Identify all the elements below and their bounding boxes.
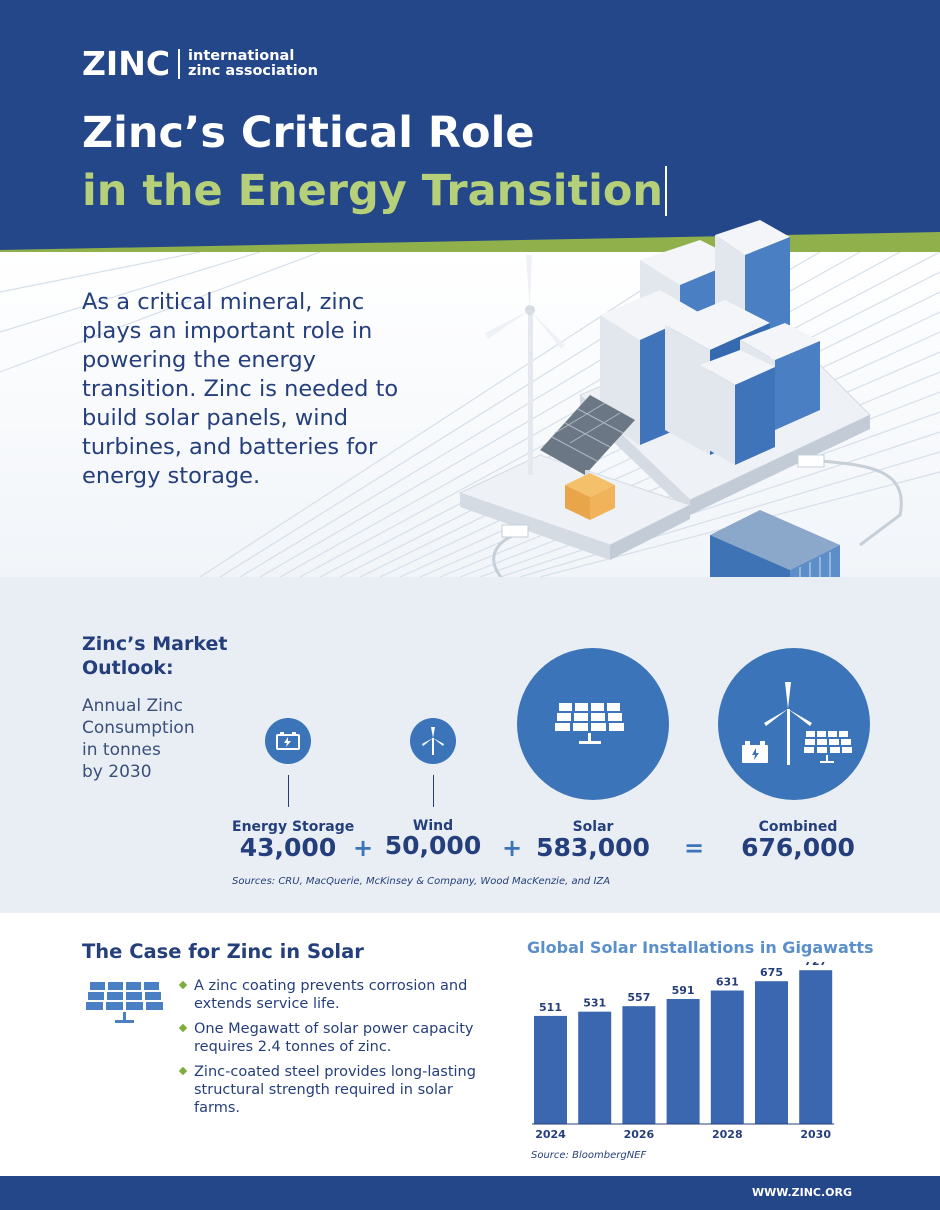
- list-item: A zinc coating prevents corrosion and ex…: [178, 977, 480, 1013]
- solar-value: 583,000: [536, 833, 650, 862]
- bullet-text: Zinc-coated steel provides long-lasting …: [194, 1064, 476, 1116]
- bar-2024: [534, 1015, 567, 1124]
- intro-paragraph: As a critical mineral, zinc plays an imp…: [82, 289, 399, 489]
- market-outlook-title-line1: Zinc’s Market: [82, 633, 228, 655]
- bar-2030: [799, 970, 833, 1124]
- x-tick-label: 2028: [712, 1128, 743, 1141]
- subtitle-line1: Annual Zinc: [82, 696, 183, 716]
- wind-label: Wind: [412, 818, 454, 834]
- subtitle-line3: in tonnes: [82, 740, 161, 760]
- market-outlook-title: Zinc’s Market Outlook:: [82, 632, 227, 680]
- page-title-line1: Zinc’s Critical Role: [82, 108, 535, 158]
- combined-value: 676,000: [741, 833, 855, 862]
- solar-panel-small-icon: [86, 982, 163, 1023]
- energy-city-illustration: [458, 220, 903, 656]
- logo-divider: [178, 48, 181, 79]
- energy-storage-label: Energy Storage: [232, 819, 355, 835]
- energy-storage-stem: [288, 775, 289, 807]
- footer-website-link[interactable]: WWW.ZINC.ORG: [751, 1186, 852, 1199]
- logo-wordmark: ZINC: [82, 44, 171, 83]
- x-tick-label: 2024: [535, 1128, 566, 1141]
- bullet-text: One Megawatt of solar power capacity req…: [194, 1021, 474, 1055]
- x-tick-label: 2030: [800, 1128, 831, 1141]
- bar-2027: [666, 998, 700, 1124]
- bar-value-label: 531: [583, 997, 606, 1010]
- page-title-line2: in the Energy Transition: [82, 166, 667, 216]
- bar-2026: [622, 1006, 656, 1124]
- bar-value-label: 727: [804, 962, 827, 968]
- plus-sign-2: +: [502, 834, 523, 862]
- bullet-diamond-icon: [178, 1023, 188, 1033]
- case-title: The Case for Zinc in Solar: [82, 940, 364, 963]
- footer-band: WWW.ZINC.ORG: [0, 1176, 940, 1210]
- bar-value-label: 675: [760, 966, 783, 979]
- header-band: [0, 0, 940, 270]
- chart-source: Source: BloombergNEF: [531, 1150, 647, 1161]
- outlook-sources: Sources: CRU, MacQuerie, McKinsey & Comp…: [232, 876, 611, 887]
- plus-sign-1: +: [353, 834, 374, 862]
- bar-value-label: 557: [627, 991, 650, 1004]
- market-outlook-title-line2: Outlook:: [82, 657, 174, 679]
- wind-turbine-icon: [410, 718, 456, 764]
- bar-value-label: 511: [539, 1001, 562, 1014]
- bar-2028: [710, 990, 744, 1124]
- wind-value: 50,000: [384, 831, 482, 860]
- bar-value-label: 591: [672, 984, 695, 997]
- subtitle-line4: by 2030: [82, 762, 152, 782]
- chart-title: Global Solar Installations in Gigawatts: [527, 938, 874, 957]
- battery-icon: [265, 718, 311, 764]
- zinc-logo[interactable]: ZINC international zinc association: [82, 44, 318, 83]
- solar-panel-icon: [517, 648, 669, 800]
- solar-installations-chart: 511 2024 531 557 2026 591 631 2028 675 727 2030: [532, 962, 835, 1141]
- bullet-diamond-icon: [178, 1066, 188, 1076]
- wind-stem: [433, 775, 434, 807]
- bullet-text: A zinc coating prevents corrosion and ex…: [194, 978, 468, 1012]
- case-bullet-list: A zinc coating prevents corrosion and ex…: [178, 977, 480, 1124]
- energy-storage-value: 43,000: [239, 833, 337, 862]
- subtitle-line2: Consumption: [82, 718, 195, 738]
- logo-sub-line2: zinc association: [188, 62, 318, 79]
- market-outlook-subtitle: Annual Zinc Consumption in tonnes by 203…: [82, 695, 195, 783]
- list-item: One Megawatt of solar power capacity req…: [178, 1020, 480, 1056]
- bar-2029: [755, 981, 788, 1124]
- x-tick-label: 2026: [624, 1128, 655, 1141]
- bullet-diamond-icon: [178, 980, 188, 990]
- combined-energy-icon: [718, 648, 870, 800]
- solar-label: Solar: [572, 819, 614, 835]
- logo-sub-line1: international: [188, 47, 295, 64]
- bar-2025: [578, 1011, 612, 1124]
- combined-label: Combined: [758, 819, 838, 835]
- equals-sign: =: [684, 834, 705, 862]
- bar-value-label: 631: [716, 976, 739, 989]
- logo-subtitle: international zinc association: [188, 47, 318, 79]
- list-item: Zinc-coated steel provides long-lasting …: [178, 1063, 480, 1117]
